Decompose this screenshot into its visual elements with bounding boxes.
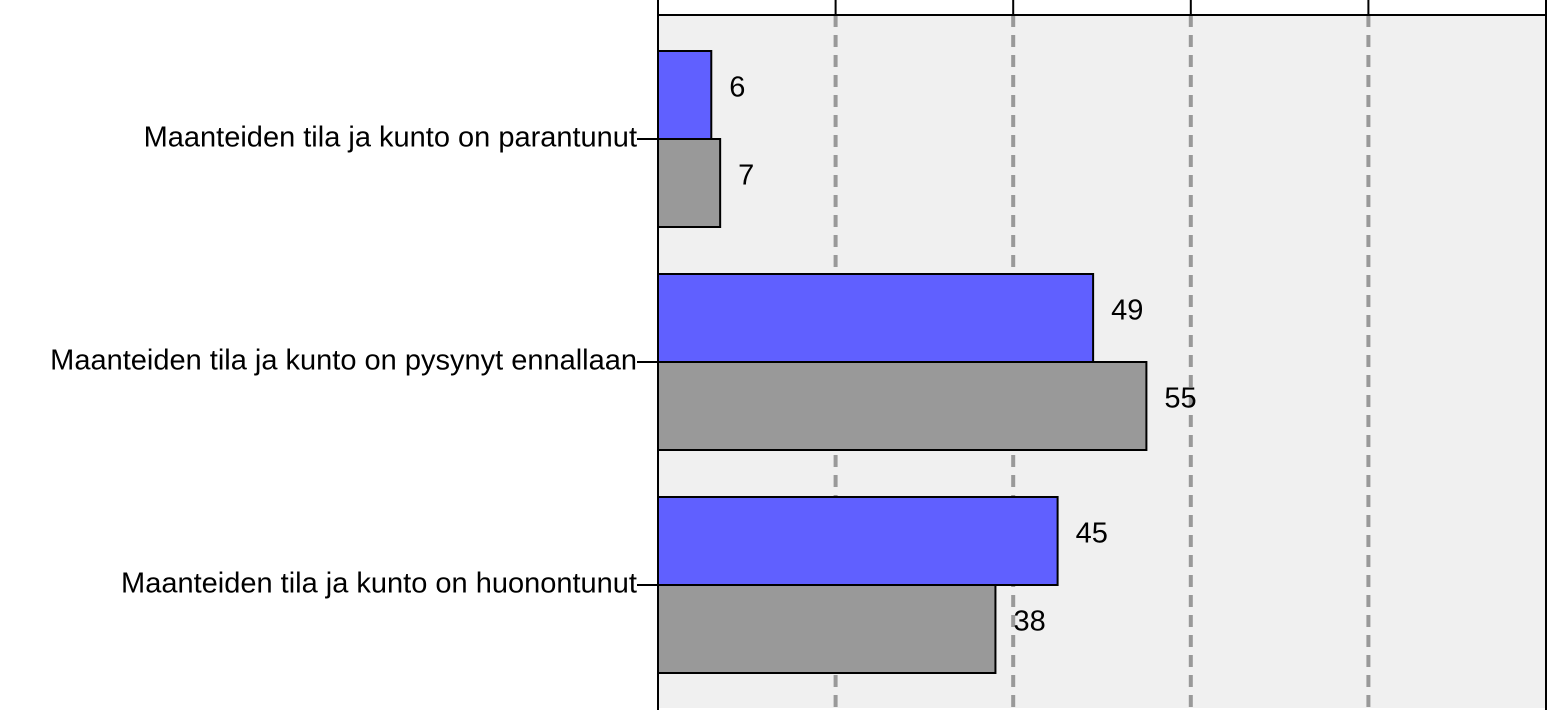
value-label: 45 xyxy=(1076,518,1108,550)
y-tick-label: Maanteiden tila ja kunto on pysynyt enna… xyxy=(50,345,637,377)
value-label: 6 xyxy=(729,72,745,104)
value-label: 7 xyxy=(738,160,754,192)
value-label: 55 xyxy=(1164,383,1196,415)
value-label: 49 xyxy=(1111,295,1143,327)
bar xyxy=(657,496,1059,586)
value-label: 38 xyxy=(1013,606,1045,638)
bar xyxy=(657,361,1148,451)
y-tick-label: Maanteiden tila ja kunto on parantunut xyxy=(144,122,637,154)
y-tick-label: Maanteiden tila ja kunto on huonontunut xyxy=(121,568,637,600)
bar xyxy=(657,50,713,140)
bar xyxy=(657,273,1095,363)
bar xyxy=(657,584,997,674)
bar xyxy=(657,138,722,228)
